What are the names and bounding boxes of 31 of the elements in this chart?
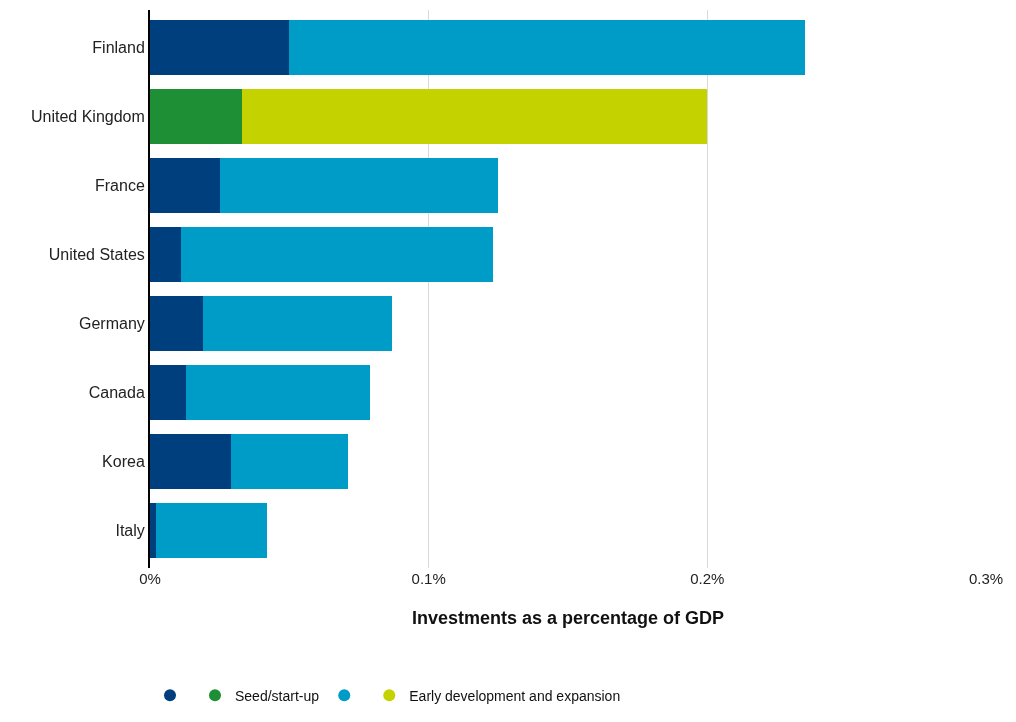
- bar: [202, 295, 393, 351]
- bar: [150, 227, 181, 283]
- x-tick-label: 0.1%: [411, 570, 446, 587]
- bar: [230, 433, 348, 489]
- bar: [150, 502, 156, 558]
- bar: [150, 433, 231, 489]
- y-tick-label: United Kingdom: [30, 108, 145, 126]
- legend-label: Seed/start-up: [235, 687, 320, 704]
- y-tick-label: Korea: [102, 452, 145, 470]
- bar: [180, 227, 493, 283]
- legend-label: Early development and expansion: [409, 687, 621, 704]
- bar: [150, 295, 203, 351]
- x-tick-label: 0.3%: [968, 570, 1004, 587]
- y-tick-label: Germany: [79, 315, 145, 333]
- y-tick-label: Italy: [115, 521, 145, 539]
- bar: [150, 20, 290, 76]
- bar: [219, 158, 499, 214]
- bar: [150, 158, 220, 214]
- bar: [150, 89, 242, 145]
- bar: [155, 502, 268, 558]
- bar: [241, 89, 708, 145]
- bar: [150, 364, 187, 420]
- y-tick-label: United States: [48, 246, 145, 264]
- x-axis-title: Investments as a percentage of GDP: [411, 608, 725, 629]
- x-tick-label: 0.2%: [690, 570, 725, 587]
- bar: [289, 20, 805, 76]
- y-tick-label: Canada: [88, 383, 145, 401]
- bar: [186, 364, 371, 420]
- x-tick-label: 0%: [139, 570, 161, 587]
- y-tick-label: France: [95, 177, 145, 195]
- y-tick-label: Finland: [92, 39, 145, 57]
